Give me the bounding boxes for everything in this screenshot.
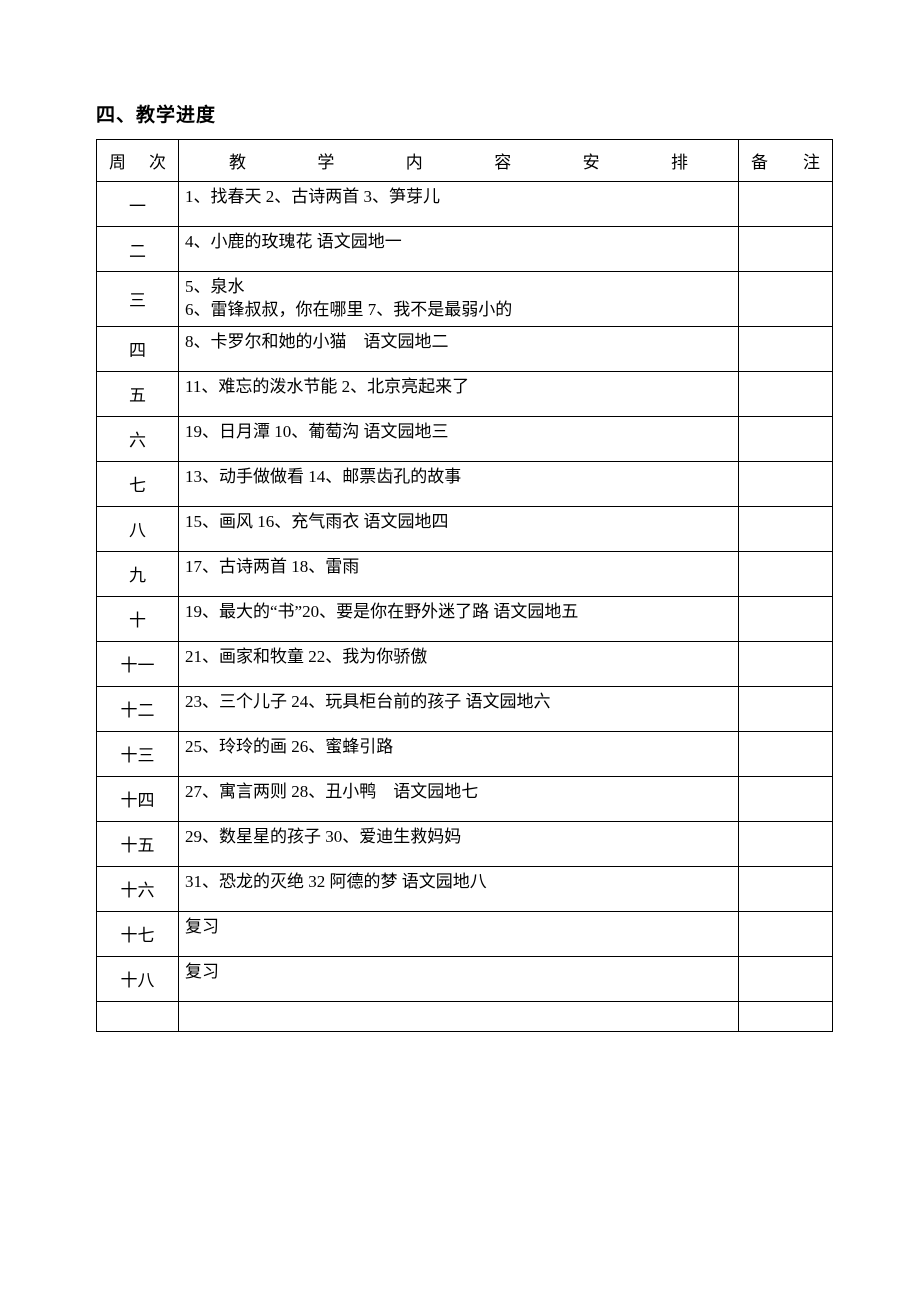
content-cell: 17、古诗两首 18、雷雨 bbox=[179, 551, 739, 596]
table-row: 五11、难忘的泼水节能 2、北京亮起来了 bbox=[97, 371, 833, 416]
week-cell: 十六 bbox=[97, 866, 179, 911]
week-cell: 十五 bbox=[97, 821, 179, 866]
week-cell: 六 bbox=[97, 416, 179, 461]
content-cell bbox=[179, 1001, 739, 1031]
note-cell bbox=[739, 911, 833, 956]
note-cell bbox=[739, 596, 833, 641]
header-week: 周 次 bbox=[97, 140, 179, 182]
note-cell bbox=[739, 641, 833, 686]
note-cell bbox=[739, 551, 833, 596]
table-row: 一1、找春天 2、古诗两首 3、笋芽儿 bbox=[97, 182, 833, 227]
week-cell: 十八 bbox=[97, 956, 179, 1001]
note-cell bbox=[739, 371, 833, 416]
week-cell: 二 bbox=[97, 227, 179, 272]
note-cell bbox=[739, 461, 833, 506]
table-row: 四8、卡罗尔和她的小猫 语文园地二 bbox=[97, 326, 833, 371]
content-cell: 23、三个儿子 24、玩具柜台前的孩子 语文园地六 bbox=[179, 686, 739, 731]
week-cell: 十一 bbox=[97, 641, 179, 686]
table-row: 九17、古诗两首 18、雷雨 bbox=[97, 551, 833, 596]
content-cell: 1、找春天 2、古诗两首 3、笋芽儿 bbox=[179, 182, 739, 227]
note-cell bbox=[739, 326, 833, 371]
content-cell: 19、最大的“书”20、要是你在野外迷了路 语文园地五 bbox=[179, 596, 739, 641]
content-cell: 8、卡罗尔和她的小猫 语文园地二 bbox=[179, 326, 739, 371]
table-row: 十六31、恐龙的灭绝 32 阿德的梦 语文园地八 bbox=[97, 866, 833, 911]
week-cell bbox=[97, 1001, 179, 1031]
content-cell: 27、寓言两则 28、丑小鸭 语文园地七 bbox=[179, 776, 739, 821]
week-cell: 十三 bbox=[97, 731, 179, 776]
table-row-empty bbox=[97, 1001, 833, 1031]
week-cell: 八 bbox=[97, 506, 179, 551]
table-row: 十八复习 bbox=[97, 956, 833, 1001]
table-row: 十四27、寓言两则 28、丑小鸭 语文园地七 bbox=[97, 776, 833, 821]
section-title: 四、教学进度 bbox=[96, 100, 824, 127]
table-row: 十一21、画家和牧童 22、我为你骄傲 bbox=[97, 641, 833, 686]
table-body: 一1、找春天 2、古诗两首 3、笋芽儿二4、小鹿的玫瑰花 语文园地一三5、泉水 … bbox=[97, 182, 833, 1032]
note-cell bbox=[739, 1001, 833, 1031]
week-cell: 十 bbox=[97, 596, 179, 641]
note-cell bbox=[739, 227, 833, 272]
note-cell bbox=[739, 506, 833, 551]
note-cell bbox=[739, 776, 833, 821]
header-content: 教 学 内 容 安 排 bbox=[179, 140, 739, 182]
content-cell: 15、画风 16、充气雨衣 语文园地四 bbox=[179, 506, 739, 551]
content-cell: 25、玲玲的画 26、蜜蜂引路 bbox=[179, 731, 739, 776]
table-row: 十19、最大的“书”20、要是你在野外迷了路 语文园地五 bbox=[97, 596, 833, 641]
content-cell: 21、画家和牧童 22、我为你骄傲 bbox=[179, 641, 739, 686]
table-row: 十三25、玲玲的画 26、蜜蜂引路 bbox=[97, 731, 833, 776]
content-cell: 4、小鹿的玫瑰花 语文园地一 bbox=[179, 227, 739, 272]
week-cell: 十七 bbox=[97, 911, 179, 956]
week-cell: 四 bbox=[97, 326, 179, 371]
table-header-row: 周 次 教 学 内 容 安 排 备 注 bbox=[97, 140, 833, 182]
week-cell: 十二 bbox=[97, 686, 179, 731]
week-cell: 十四 bbox=[97, 776, 179, 821]
table-row: 十七复习 bbox=[97, 911, 833, 956]
content-cell: 复习 bbox=[179, 911, 739, 956]
week-cell: 三 bbox=[97, 272, 179, 327]
week-cell: 七 bbox=[97, 461, 179, 506]
content-cell: 29、数星星的孩子 30、爱迪生救妈妈 bbox=[179, 821, 739, 866]
schedule-table: 周 次 教 学 内 容 安 排 备 注 一1、找春天 2、古诗两首 3、笋芽儿二… bbox=[96, 139, 833, 1032]
table-row: 三5、泉水 6、雷锋叔叔，你在哪里 7、我不是最弱小的 bbox=[97, 272, 833, 327]
note-cell bbox=[739, 272, 833, 327]
content-cell: 5、泉水 6、雷锋叔叔，你在哪里 7、我不是最弱小的 bbox=[179, 272, 739, 327]
note-cell bbox=[739, 866, 833, 911]
table-row: 六19、日月潭 10、葡萄沟 语文园地三 bbox=[97, 416, 833, 461]
content-cell: 19、日月潭 10、葡萄沟 语文园地三 bbox=[179, 416, 739, 461]
table-row: 八15、画风 16、充气雨衣 语文园地四 bbox=[97, 506, 833, 551]
content-cell: 13、动手做做看 14、邮票齿孔的故事 bbox=[179, 461, 739, 506]
table-row: 二4、小鹿的玫瑰花 语文园地一 bbox=[97, 227, 833, 272]
header-note: 备 注 bbox=[739, 140, 833, 182]
content-cell: 11、难忘的泼水节能 2、北京亮起来了 bbox=[179, 371, 739, 416]
note-cell bbox=[739, 731, 833, 776]
week-cell: 五 bbox=[97, 371, 179, 416]
table-row: 十二23、三个儿子 24、玩具柜台前的孩子 语文园地六 bbox=[97, 686, 833, 731]
content-cell: 复习 bbox=[179, 956, 739, 1001]
note-cell bbox=[739, 416, 833, 461]
note-cell bbox=[739, 686, 833, 731]
week-cell: 九 bbox=[97, 551, 179, 596]
content-cell: 31、恐龙的灭绝 32 阿德的梦 语文园地八 bbox=[179, 866, 739, 911]
note-cell bbox=[739, 821, 833, 866]
week-cell: 一 bbox=[97, 182, 179, 227]
table-row: 十五29、数星星的孩子 30、爱迪生救妈妈 bbox=[97, 821, 833, 866]
note-cell bbox=[739, 182, 833, 227]
table-row: 七13、动手做做看 14、邮票齿孔的故事 bbox=[97, 461, 833, 506]
note-cell bbox=[739, 956, 833, 1001]
